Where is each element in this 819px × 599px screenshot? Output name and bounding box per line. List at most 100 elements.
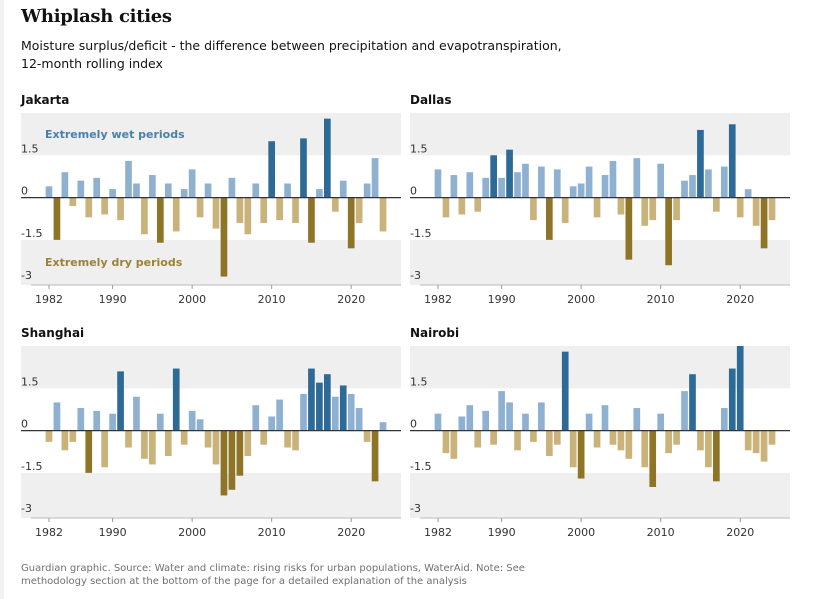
data-bar [331, 197, 339, 212]
data-bar [561, 197, 569, 223]
data-bar [442, 430, 450, 454]
y-tick-label: 1.5 [21, 375, 39, 388]
data-bar [625, 430, 633, 459]
data-bar [149, 430, 156, 465]
data-bar [736, 346, 744, 431]
page-title: Whiplash cities [21, 6, 172, 27]
data-bar [625, 197, 633, 260]
y-tick-label: -1.5 [410, 460, 431, 473]
data-bar [728, 124, 736, 198]
data-bar [164, 430, 172, 456]
data-bar [156, 197, 164, 243]
data-bar [125, 160, 132, 198]
data-bar [458, 416, 466, 431]
y-tick-label: -1.5 [21, 460, 42, 473]
data-bar [506, 402, 513, 431]
data-bar [101, 197, 108, 215]
data-bar [705, 169, 712, 198]
data-bar [252, 405, 260, 431]
data-bar [196, 419, 204, 431]
data-bar [474, 197, 482, 212]
data-bar [466, 172, 474, 198]
x-tick-label: 1990 [488, 293, 516, 306]
data-bar [45, 430, 53, 442]
y-tick-label: 0 [410, 418, 417, 431]
data-bar [212, 197, 220, 229]
data-bar [553, 430, 561, 445]
panel-nairobi: Nairobi 1.5 0 -1.5 -3 1982 1990 2000 2010 2020 [410, 326, 795, 556]
left-edge-divider [0, 0, 4, 599]
data-bar [308, 197, 315, 243]
x-tick-label: 1982 [35, 293, 63, 306]
data-bar [172, 368, 180, 431]
y-tick-label: 0 [21, 185, 28, 198]
data-bar [276, 399, 283, 431]
data-bar [482, 177, 490, 198]
data-bar [93, 410, 101, 431]
data-bar [705, 430, 712, 468]
x-tick-label: 2000 [567, 293, 595, 306]
data-bar [490, 430, 497, 445]
data-bar [292, 430, 299, 451]
data-bar [569, 430, 577, 468]
data-bar [689, 374, 696, 431]
extreme-wet-band [410, 113, 790, 156]
data-bar [61, 430, 69, 451]
data-bar [450, 430, 458, 459]
data-bar [649, 197, 657, 221]
x-tick-label: 2010 [647, 293, 675, 306]
panel-dallas: Dallas 1.5 0 -1.5 -3 1982 1990 2000 2010 2020 [410, 93, 795, 323]
x-tick-label: 1982 [35, 526, 63, 539]
data-bar [355, 408, 363, 431]
data-bar [498, 177, 505, 198]
data-bar [609, 160, 617, 198]
data-bar [585, 166, 593, 198]
y-tick-label: -3 [21, 269, 32, 282]
x-tick-label: 1990 [99, 526, 127, 539]
data-bar [228, 177, 236, 198]
data-bar [752, 430, 760, 454]
y-tick-label: -1.5 [410, 227, 431, 240]
data-bar [371, 158, 379, 198]
x-tick-label: 2020 [337, 526, 365, 539]
data-bar [125, 430, 132, 448]
extreme-dry-band [410, 239, 790, 285]
x-tick-label: 2000 [178, 526, 206, 539]
data-bar [228, 430, 236, 490]
data-bar [164, 183, 172, 198]
data-bar [101, 430, 108, 468]
data-bar [133, 183, 140, 198]
data-bar [506, 149, 513, 198]
data-bar [530, 197, 537, 221]
extreme-wet-band [21, 346, 401, 389]
data-bar [45, 186, 53, 198]
data-bar [188, 169, 196, 198]
data-bar [53, 402, 61, 431]
data-bar [466, 405, 474, 431]
data-bar [300, 138, 307, 198]
data-bar [673, 430, 680, 445]
x-tick-label: 2020 [726, 526, 754, 539]
data-bar [713, 430, 720, 482]
data-bar [363, 430, 371, 442]
data-bar [577, 183, 585, 198]
data-bar [744, 430, 752, 451]
data-bar [244, 197, 252, 235]
dry-periods-annotation: Extremely dry periods [45, 256, 183, 269]
data-bar [545, 430, 553, 456]
data-bar [220, 197, 228, 277]
data-bar [593, 197, 601, 218]
data-bar [308, 368, 315, 431]
data-bar [268, 416, 276, 431]
data-bar [149, 175, 156, 198]
data-bar [458, 197, 466, 215]
data-bar [77, 180, 85, 198]
data-bar [720, 166, 728, 198]
data-bar [141, 197, 148, 235]
data-bar [736, 197, 744, 218]
wet-periods-annotation: Extremely wet periods [45, 128, 185, 141]
data-bar [53, 197, 61, 240]
data-bar [331, 396, 339, 431]
